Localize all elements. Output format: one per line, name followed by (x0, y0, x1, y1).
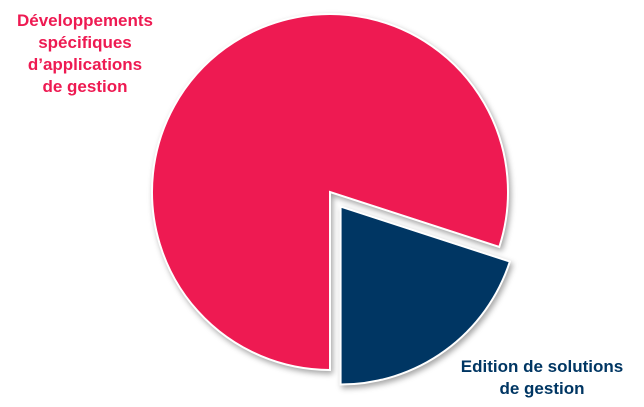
slice-label-edition: Edition de solutions de gestion (460, 357, 624, 398)
pie-slice-edition (339, 205, 512, 386)
slice-label-developpements: Développements spécifiques d’application… (16, 11, 154, 96)
pie-slice-developpements (151, 13, 509, 372)
